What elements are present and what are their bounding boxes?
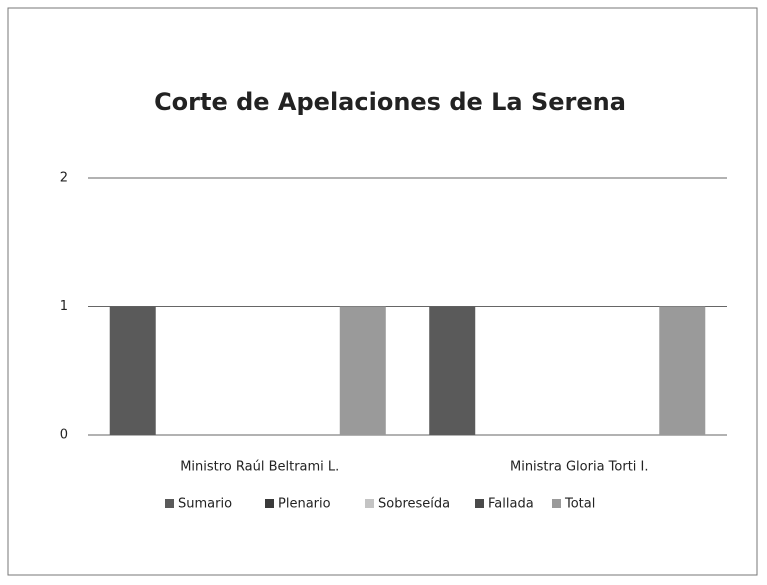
legend-swatch xyxy=(365,499,374,508)
bar xyxy=(339,306,386,435)
x-tick-label: Ministra Gloria Torti I. xyxy=(510,460,649,475)
y-tick-label: 1 xyxy=(60,299,68,314)
bar xyxy=(659,306,706,435)
y-tick-label: 0 xyxy=(60,428,68,443)
legend-swatch xyxy=(475,499,484,508)
legend-swatch xyxy=(552,499,561,508)
bar xyxy=(109,306,156,435)
chart-title: Corte de Apelaciones de La Serena xyxy=(154,88,626,116)
legend-swatch xyxy=(265,499,274,508)
legend-label: Fallada xyxy=(488,497,534,512)
legend-swatch xyxy=(165,499,174,508)
bar xyxy=(429,306,476,435)
y-tick-label: 2 xyxy=(60,171,68,186)
legend-label: Total xyxy=(564,497,595,512)
legend-label: Sobreseída xyxy=(378,497,450,512)
legend-label: Sumario xyxy=(178,497,232,512)
x-tick-label: Ministro Raúl Beltrami L. xyxy=(180,460,339,475)
chart-frame xyxy=(7,7,758,576)
legend-label: Plenario xyxy=(278,497,331,512)
